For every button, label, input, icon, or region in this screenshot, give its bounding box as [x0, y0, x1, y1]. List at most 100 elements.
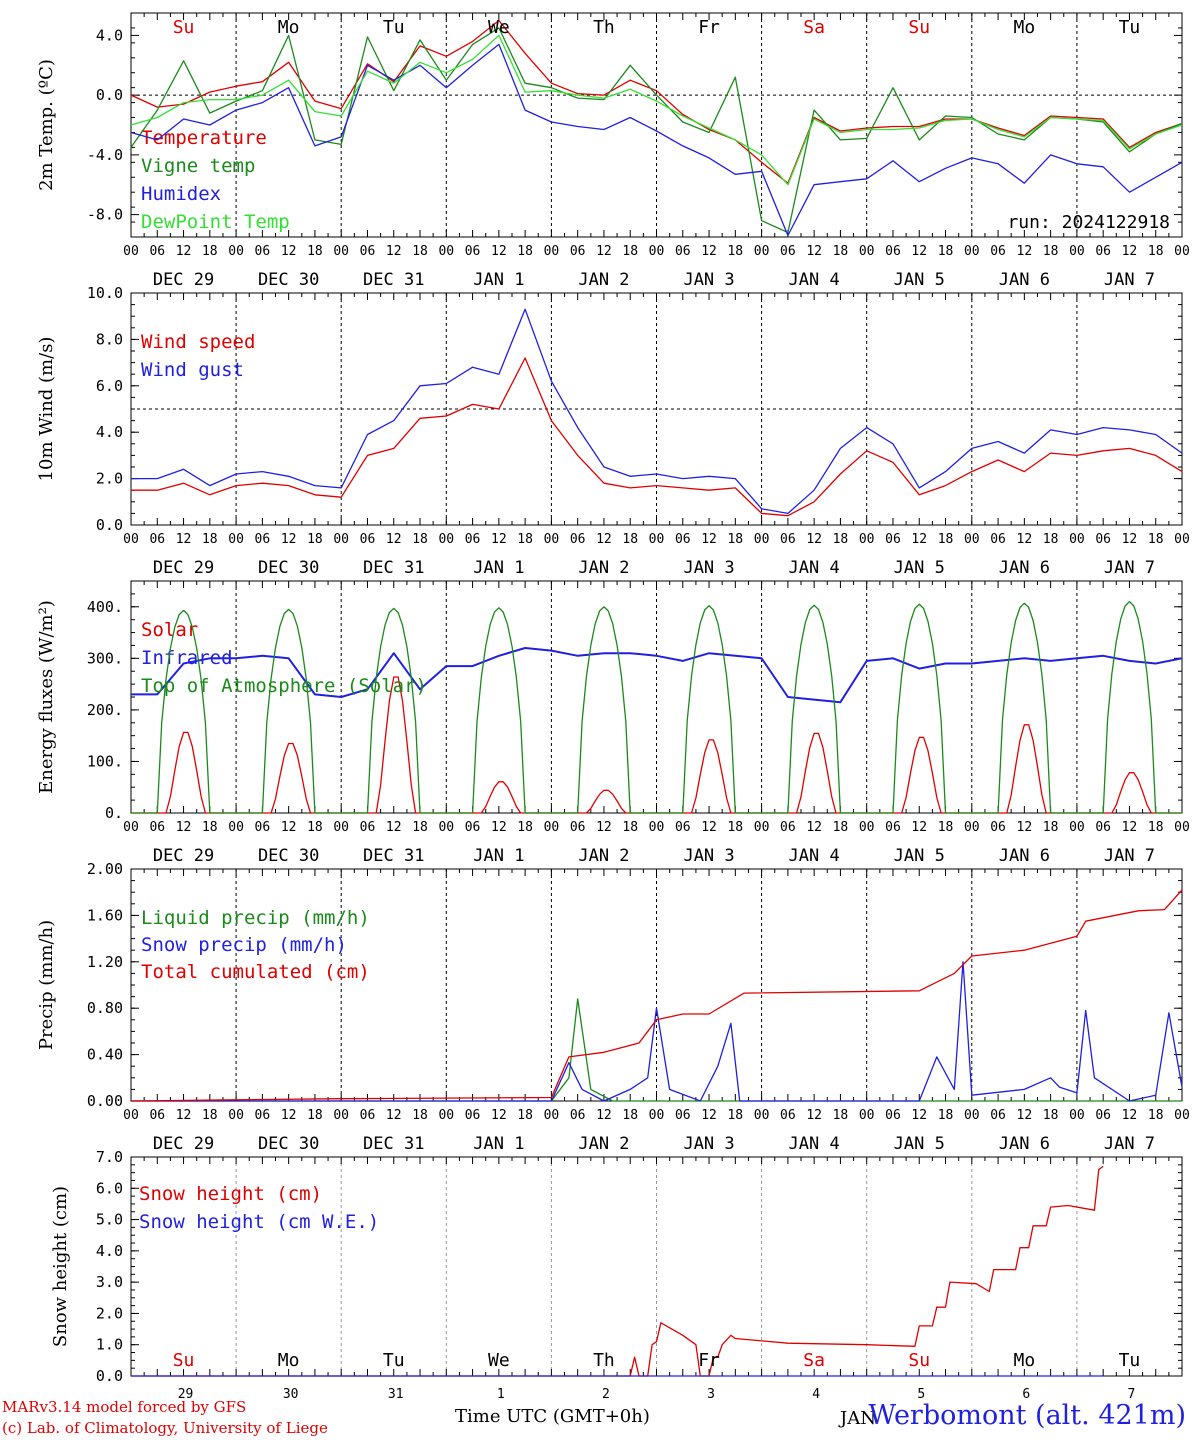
hour-tick-label: 06: [1095, 244, 1111, 259]
hour-tick-label: 00: [123, 532, 139, 547]
date-label: JAN 7: [1104, 270, 1155, 290]
hour-tick-label: 12: [176, 532, 192, 547]
hour-tick-label: 00: [123, 244, 139, 259]
weekday-label: Mo: [278, 17, 300, 38]
hour-tick-label: 00: [1069, 532, 1085, 547]
hour-tick-label: 00: [228, 532, 244, 547]
date-label: DEC 30: [258, 270, 319, 290]
hour-tick-label: 12: [1122, 244, 1138, 259]
hour-tick-label: 00: [649, 244, 665, 259]
hour-tick-label: 12: [281, 820, 297, 835]
y-tick-label: 4.0: [96, 26, 123, 44]
hour-tick-label: 00: [228, 1108, 244, 1123]
hour-tick-label: 06: [570, 532, 586, 547]
weekday-label: Tu: [383, 17, 405, 38]
hour-tick-label: 12: [596, 532, 612, 547]
day-number-label: 4: [812, 1387, 820, 1402]
weekday-label: We: [488, 1350, 510, 1371]
y-axis-label: 2m Temp. (ºC): [36, 59, 57, 191]
legend-entry: Snow height (cm W.E.): [139, 1211, 379, 1233]
y-axis-label: 10m Wind (m/s): [36, 337, 57, 482]
date-label: DEC 31: [363, 1134, 424, 1154]
date-label: JAN 7: [1104, 1134, 1155, 1154]
hour-tick-label: 06: [990, 532, 1006, 547]
weekday-label: Tu: [383, 1350, 405, 1371]
hour-tick-label: 00: [859, 244, 875, 259]
hour-tick-label: 00: [438, 820, 454, 835]
hour-tick-label: 06: [465, 532, 481, 547]
date-label: JAN 5: [894, 846, 945, 866]
hour-tick-label: 12: [1017, 532, 1033, 547]
hour-tick-label: 00: [544, 532, 560, 547]
hour-tick-label: 12: [491, 1108, 507, 1123]
hour-tick-label: 18: [833, 1108, 849, 1123]
hour-tick-label: 12: [281, 1108, 297, 1123]
date-label: JAN 1: [473, 1134, 524, 1154]
weekday-label: Fr: [698, 1350, 720, 1371]
legend-entry: Humidex: [141, 183, 221, 205]
y-tick-label: 2.0: [96, 1304, 123, 1322]
y-axis-label: Precip (mm/h): [36, 920, 57, 1050]
weekday-label: Mo: [1014, 17, 1036, 38]
hour-tick-label: 06: [780, 244, 796, 259]
day-number-label: 3: [707, 1387, 715, 1402]
hour-tick-label: 18: [517, 820, 533, 835]
day-number-label: 30: [283, 1387, 299, 1402]
y-tick-label: 200.: [87, 701, 123, 719]
date-label: JAN 7: [1104, 846, 1155, 866]
hour-tick-label: 06: [780, 820, 796, 835]
hour-tick-label: 06: [885, 820, 901, 835]
hour-tick-label: 06: [149, 820, 165, 835]
y-tick-label: 1.20: [87, 953, 123, 971]
hour-tick-label: 00: [964, 1108, 980, 1123]
time-axis-label: Time UTC (GMT+0h): [455, 1406, 650, 1427]
hour-tick-label: 18: [307, 1108, 323, 1123]
weekday-label: Th: [593, 1350, 615, 1371]
hour-tick-label: 06: [255, 820, 271, 835]
hour-tick-label: 18: [202, 532, 218, 547]
station-label: Werbomont (alt. 421m): [868, 1400, 1186, 1431]
hour-tick-label: 12: [701, 1108, 717, 1123]
hour-tick-label: 12: [386, 820, 402, 835]
y-tick-label: 0.0: [96, 516, 123, 534]
y-axis-label: Energy fluxes (W/m²): [36, 600, 57, 794]
hour-tick-label: 06: [885, 532, 901, 547]
hour-tick-label: 12: [701, 820, 717, 835]
hour-tick-label: 00: [1174, 820, 1190, 835]
date-label: JAN 1: [473, 558, 524, 578]
weekday-label: Mo: [278, 1350, 300, 1371]
hour-tick-label: 18: [622, 244, 638, 259]
weekday-label: Su: [173, 1350, 195, 1371]
hour-tick-label: 00: [228, 244, 244, 259]
hour-tick-label: 12: [176, 244, 192, 259]
y-tick-label: 6.0: [96, 377, 123, 395]
hour-tick-label: 00: [754, 820, 770, 835]
date-label: JAN 3: [683, 1134, 734, 1154]
hour-tick-label: 18: [833, 244, 849, 259]
y-tick-label: 0.40: [87, 1046, 123, 1064]
hour-tick-label: 12: [386, 1108, 402, 1123]
date-label: JAN 4: [789, 846, 840, 866]
hour-tick-label: 18: [517, 1108, 533, 1123]
y-tick-label: 400.: [87, 598, 123, 616]
hour-tick-label: 12: [1017, 244, 1033, 259]
hour-tick-label: 06: [570, 244, 586, 259]
hour-tick-label: 12: [281, 532, 297, 547]
hour-tick-label: 06: [255, 532, 271, 547]
date-label: JAN 6: [999, 846, 1050, 866]
series-line-top-of-atmosphere-solar: [131, 600, 1182, 814]
hour-tick-label: 18: [202, 820, 218, 835]
date-label: JAN 2: [578, 846, 629, 866]
date-label: DEC 30: [258, 1134, 319, 1154]
hour-tick-label: 06: [675, 244, 691, 259]
hour-tick-label: 18: [1148, 532, 1164, 547]
legend-entry: Vigne temp: [141, 155, 255, 177]
hour-tick-label: 00: [544, 820, 560, 835]
y-tick-label: -8.0: [87, 206, 123, 224]
y-tick-label: 8.0: [96, 330, 123, 348]
legend-entry: Solar: [141, 619, 198, 641]
date-label: DEC 31: [363, 846, 424, 866]
hour-tick-label: 18: [1148, 1108, 1164, 1123]
legend-entry: Top of Atmosphere (Solar): [141, 675, 427, 697]
date-label: JAN 5: [894, 270, 945, 290]
